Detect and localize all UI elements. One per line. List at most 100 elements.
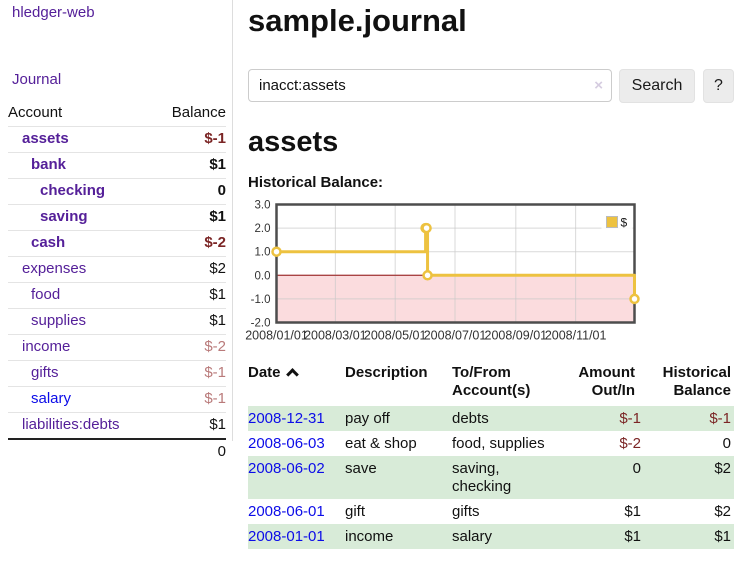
account-row: bank $1	[8, 152, 226, 179]
x-tick-label: 2008/07/01	[424, 329, 487, 343]
account-balance: $2	[209, 260, 226, 277]
sidebar-accounts-table: Account Balance assets $-1 bank $1 check…	[8, 100, 226, 465]
account-link[interactable]: liabilities:debts	[22, 416, 120, 433]
transaction-accounts: gifts	[452, 502, 480, 520]
data-point-marker	[421, 222, 432, 234]
accounts-col-account: Account	[8, 104, 63, 121]
page-title: sample.journal	[248, 3, 467, 38]
account-link[interactable]: assets	[22, 130, 69, 147]
sidebar: hledger-web Journal Account Balance asse…	[0, 0, 233, 460]
account-balance: 0	[217, 182, 226, 199]
app-brand-link[interactable]: hledger-web	[12, 4, 95, 21]
account-row: food $1	[8, 282, 226, 309]
account-link[interactable]: cash	[31, 234, 66, 251]
account-balance: $1	[209, 286, 226, 303]
account-link[interactable]: saving	[40, 208, 88, 225]
account-link[interactable]: checking	[40, 182, 106, 199]
account-link[interactable]: bank	[31, 156, 67, 173]
transaction-accounts: salary	[452, 527, 493, 545]
transaction-balance: $2	[714, 502, 731, 520]
register-header-row: Date Description To/From Account(s) Amou…	[248, 362, 734, 406]
accounts-col-balance: Balance	[171, 104, 226, 121]
x-tick-label: 2008/01/01	[245, 329, 308, 343]
chart-label: Historical Balance:	[248, 174, 384, 191]
transaction-description: eat & shop	[345, 434, 417, 452]
y-tick-label: 0.0	[255, 270, 271, 282]
account-link[interactable]: expenses	[22, 260, 87, 277]
transaction-date-link[interactable]: 2008-06-02	[248, 459, 325, 477]
transaction-amount: $1	[624, 527, 641, 545]
account-link[interactable]: gifts	[31, 364, 59, 381]
register-row: 2008-06-02 save saving, checking 0 $2	[248, 456, 734, 499]
transaction-balance: $2	[714, 459, 731, 477]
account-row: assets $-1	[8, 126, 226, 153]
account-row: expenses $2	[8, 256, 226, 283]
transaction-accounts: debts	[452, 409, 489, 427]
account-link[interactable]: supplies	[31, 312, 87, 329]
data-point-marker	[629, 293, 640, 305]
transaction-date-link[interactable]: 2008-01-01	[248, 527, 325, 545]
legend-label: $	[621, 216, 628, 230]
transaction-description: gift	[345, 502, 366, 520]
transaction-amount: $-2	[619, 434, 641, 452]
register-row: 2008-01-01 income salary $1 $1	[248, 524, 734, 549]
y-tick-label: -1.0	[251, 294, 271, 306]
transaction-amount: $1	[624, 502, 641, 520]
transaction-accounts: saving, checking	[452, 459, 512, 495]
accounts-total-value: 0	[217, 443, 226, 460]
account-balance: $1	[209, 208, 226, 225]
chart-canvas: $3.0 2.0 1.0 0.0 -1.0 -2.02008/01/012008/03/0…	[245, 200, 640, 343]
transaction-description: pay off	[345, 409, 390, 427]
y-tick-label: -2.0	[251, 318, 271, 330]
transaction-amount: $-1	[619, 409, 641, 427]
account-row: gifts $-1	[8, 360, 226, 387]
y-tick-label: 3.0	[255, 200, 271, 212]
transaction-date-link[interactable]: 2008-06-01	[248, 502, 325, 520]
account-row: supplies $1	[8, 308, 226, 335]
account-balance: $1	[209, 156, 226, 173]
x-tick-label: 2008/03/01	[304, 329, 367, 343]
transaction-description: income	[345, 527, 394, 545]
x-tick-label: 2008/09/01	[485, 329, 548, 343]
data-point-marker	[422, 270, 433, 281]
account-balance: $-1	[204, 390, 226, 407]
account-balance: $-1	[204, 130, 226, 147]
transaction-balance: $1	[714, 527, 731, 545]
transaction-description: save	[345, 459, 377, 477]
search-button[interactable]: Search	[619, 69, 695, 103]
transaction-date-link[interactable]: 2008-06-03	[248, 434, 325, 452]
accounts-header-row: Account Balance	[8, 100, 226, 127]
historical-balance-chart: $3.0 2.0 1.0 0.0 -1.0 -2.0 2008/01/01 2008/03/0…	[245, 196, 648, 346]
search-input[interactable]	[248, 69, 612, 102]
accounts-total-row: 0	[8, 439, 226, 465]
register-table: Date Description To/From Account(s) Amou…	[248, 362, 734, 549]
col-amount: Amount Out/In	[578, 364, 635, 399]
account-balance: $-2	[204, 234, 226, 251]
sort-asc-icon	[285, 368, 299, 381]
register-row: 2008-12-31 pay off debts $-1 $-1	[248, 406, 734, 431]
account-balance: $1	[209, 416, 226, 433]
sidebar-item-journal[interactable]: Journal	[12, 71, 62, 88]
transaction-date-link[interactable]: 2008-12-31	[248, 409, 325, 427]
clear-search-icon[interactable]: ×	[594, 77, 603, 94]
transaction-amount: 0	[632, 459, 641, 477]
account-title: assets	[248, 126, 339, 158]
data-point-marker	[271, 246, 282, 257]
account-row: saving $1	[8, 204, 226, 231]
main-content: sample.journal × Search ? assets Histori…	[245, 0, 734, 582]
transaction-accounts: food, supplies	[452, 434, 545, 452]
account-link[interactable]: food	[31, 286, 61, 303]
help-button[interactable]: ?	[703, 69, 734, 103]
y-tick-label: 1.0	[255, 247, 271, 259]
account-balance: $1	[209, 312, 226, 329]
account-link[interactable]: income	[22, 338, 71, 355]
x-tick-label: 2008/05/01	[364, 329, 427, 343]
col-historical: Historical Balance	[662, 364, 731, 399]
plot-frame	[275, 203, 636, 324]
account-balance: $-1	[204, 364, 226, 381]
col-description: Description	[345, 364, 428, 381]
col-date[interactable]: Date	[248, 362, 345, 406]
search-form: × Search ?	[248, 69, 734, 103]
y-tick-label: 2.0	[255, 223, 271, 235]
account-link[interactable]: salary	[31, 390, 72, 407]
